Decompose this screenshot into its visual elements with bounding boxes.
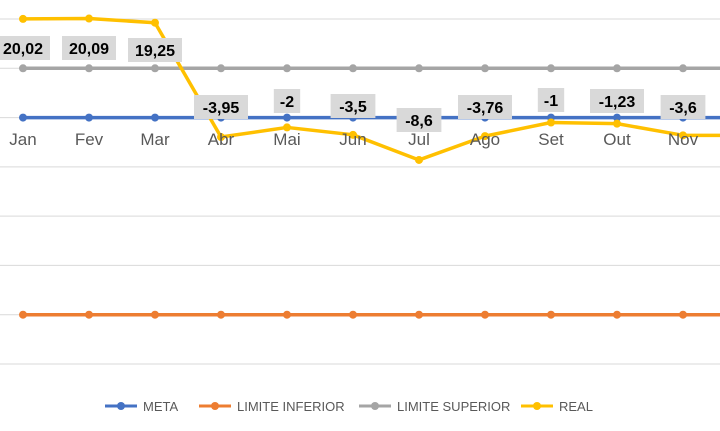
legend-swatch-marker xyxy=(371,402,379,410)
data-label-box xyxy=(273,89,301,113)
data-label: -3,76 xyxy=(467,100,504,117)
point-meta xyxy=(613,113,621,122)
data-label-box xyxy=(396,108,442,132)
point-real xyxy=(19,14,27,23)
point-real xyxy=(613,119,621,128)
x-tick-label: Nov xyxy=(668,130,699,149)
point-limite-inferior xyxy=(217,310,225,319)
legend-entry: LIMITE INFERIOR xyxy=(237,399,345,414)
point-limite-inferior xyxy=(151,310,159,319)
x-axis-ticks: JanFevMarAbrMaiJunJulAgoSetOutNovDez xyxy=(9,130,699,149)
x-tick-label: Abr xyxy=(208,130,235,149)
point-real xyxy=(547,118,555,127)
data-label: -3,6 xyxy=(669,100,697,117)
data-labels: 20,02 20,09 19,25 -3,95 -2 -3,5 -8,6 -3,76 -1 -1,… xyxy=(0,36,706,132)
point-limite-superior xyxy=(85,64,93,73)
data-label-box xyxy=(128,38,182,62)
data-label: -3,95 xyxy=(203,100,240,117)
point-limite-superior xyxy=(547,64,555,73)
data-label: 20,09 xyxy=(69,41,109,58)
point-real xyxy=(415,155,423,164)
legend-entry: LIMITE SUPERIOR xyxy=(397,399,510,414)
data-label-box xyxy=(62,36,116,60)
data-label-box xyxy=(0,36,50,60)
legend-swatch-marker xyxy=(117,402,125,410)
point-meta xyxy=(19,113,27,122)
x-tick-label: Mai xyxy=(273,130,300,149)
point-limite-inferior xyxy=(481,310,489,319)
point-limite-inferior xyxy=(415,310,423,319)
point-limite-superior xyxy=(151,64,159,73)
data-label: -8,6 xyxy=(405,113,433,130)
x-tick-label: Jul xyxy=(408,130,430,149)
point-limite-superior xyxy=(415,64,423,73)
x-tick-label: Mar xyxy=(140,130,170,149)
data-label: -1 xyxy=(544,93,558,110)
point-limite-inferior xyxy=(85,310,93,319)
point-limite-superior xyxy=(349,64,357,73)
point-limite-superior xyxy=(613,64,621,73)
point-limite-inferior xyxy=(283,310,291,319)
point-real xyxy=(679,131,687,140)
x-tick-label: Ago xyxy=(470,130,500,149)
data-label-box xyxy=(660,95,706,119)
point-real xyxy=(349,130,357,139)
point-limite-inferior xyxy=(349,310,357,319)
point-limite-superior xyxy=(19,64,27,73)
point-limite-inferior xyxy=(547,310,555,319)
point-real xyxy=(85,14,93,23)
point-limite-superior xyxy=(679,64,687,73)
data-label: -2 xyxy=(280,94,294,111)
x-tick-label: Out xyxy=(603,130,631,149)
data-label: -1,23 xyxy=(599,94,636,111)
data-label: 19,25 xyxy=(135,43,175,60)
point-real xyxy=(283,123,291,132)
point-limite-superior xyxy=(217,64,225,73)
data-label: -3,5 xyxy=(339,99,367,116)
point-limite-superior xyxy=(481,64,489,73)
point-limite-inferior xyxy=(679,310,687,319)
point-real xyxy=(481,132,489,141)
legend-swatch-marker xyxy=(533,402,541,410)
gridlines xyxy=(0,18,720,365)
point-limite-inferior xyxy=(19,310,27,319)
legend-entry: META xyxy=(143,399,178,414)
point-meta xyxy=(151,113,159,122)
point-limite-inferior xyxy=(613,310,621,319)
x-tick-label: Jun xyxy=(339,130,366,149)
point-limite-superior xyxy=(283,64,291,73)
legend-entry: REAL xyxy=(559,399,593,414)
x-tick-label: Fev xyxy=(75,130,104,149)
legend-swatch-marker xyxy=(211,402,219,410)
series-line-real xyxy=(22,16,720,162)
point-real xyxy=(151,18,159,27)
data-label-box xyxy=(330,94,376,118)
point-meta xyxy=(85,113,93,122)
data-label-box xyxy=(194,95,248,119)
series-lines xyxy=(19,14,720,319)
data-label: 20,02 xyxy=(3,41,43,58)
data-label-box xyxy=(590,89,644,113)
legend: META LIMITE INFERIOR LIMITE SUPERIOR REAL xyxy=(105,399,593,414)
point-real xyxy=(217,133,225,142)
x-tick-label: Jan xyxy=(9,130,36,149)
data-label-box xyxy=(458,95,512,119)
point-meta xyxy=(283,113,291,122)
data-label-box xyxy=(537,88,565,112)
x-tick-label: Set xyxy=(538,130,564,149)
